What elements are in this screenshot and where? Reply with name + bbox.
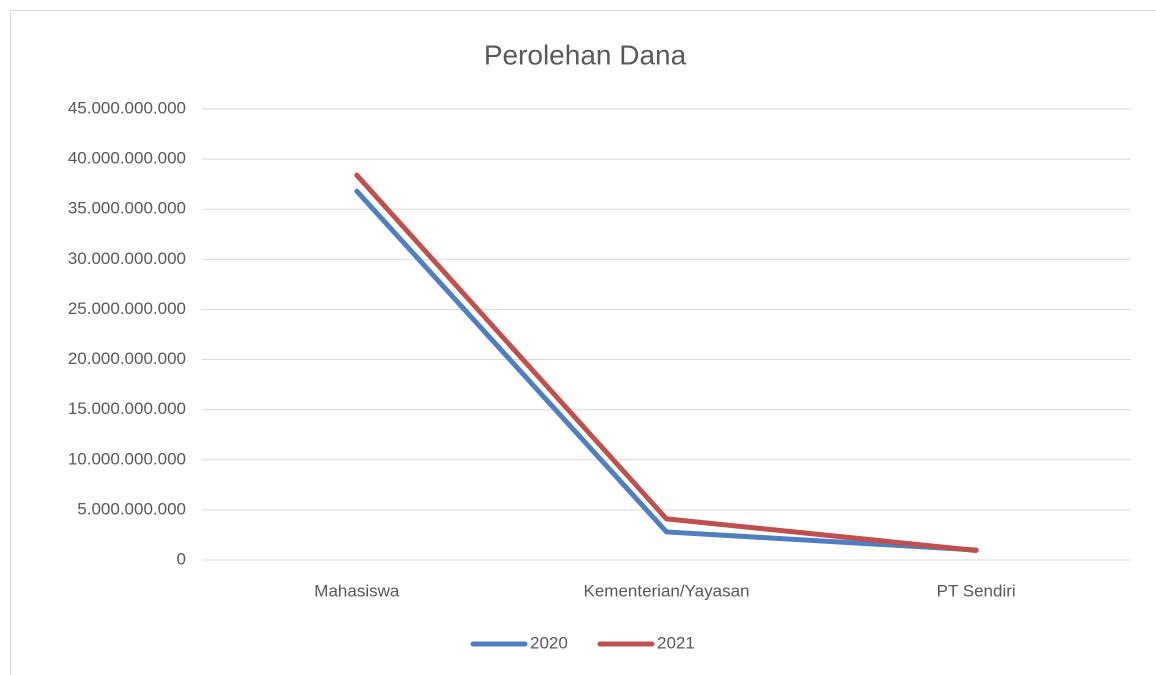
legend-label: 2020 bbox=[530, 633, 568, 652]
series-line bbox=[354, 188, 979, 553]
y-tick-label: 0 bbox=[177, 549, 186, 568]
x-tick-label: PT Sendiri bbox=[937, 581, 1016, 600]
series-line bbox=[354, 172, 979, 553]
y-tick-label: 45.000.000.000 bbox=[68, 98, 186, 117]
y-tick-label: 5.000.000.000 bbox=[77, 499, 186, 518]
y-tick-label: 20.000.000.000 bbox=[68, 349, 186, 368]
y-tick-label: 30.000.000.000 bbox=[68, 249, 186, 268]
y-tick-label: 35.000.000.000 bbox=[68, 199, 186, 218]
x-tick-label: Mahasiswa bbox=[314, 581, 400, 600]
x-tick-label: Kementerian/Yayasan bbox=[583, 581, 749, 600]
chart-title: Perolehan Dana bbox=[484, 39, 687, 70]
chart-border bbox=[10, 10, 1156, 675]
legend-label: 2021 bbox=[657, 633, 695, 652]
y-tick-label: 40.000.000.000 bbox=[68, 149, 186, 168]
y-tick-label: 15.000.000.000 bbox=[68, 399, 186, 418]
y-tick-label: 10.000.000.000 bbox=[68, 449, 186, 468]
y-tick-label: 25.000.000.000 bbox=[68, 299, 186, 318]
